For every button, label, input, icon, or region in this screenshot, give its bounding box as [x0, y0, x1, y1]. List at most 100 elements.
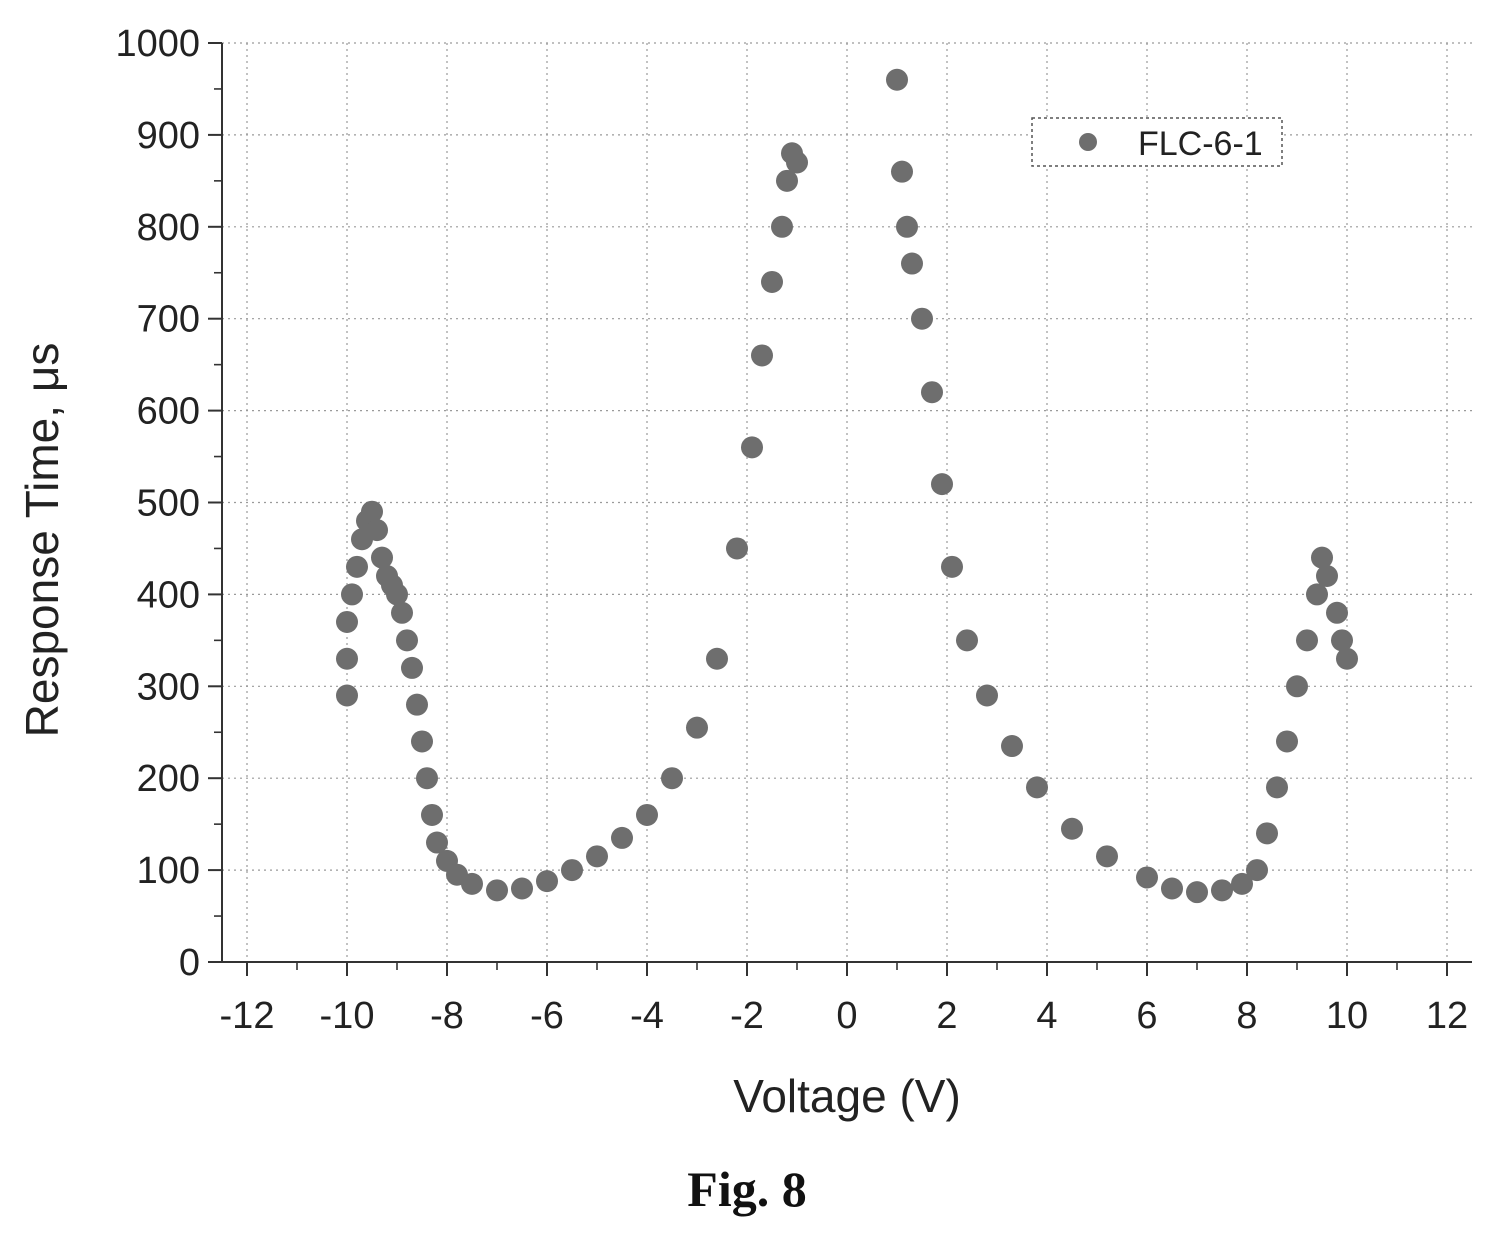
data-point [366, 519, 388, 542]
data-point [336, 647, 358, 670]
data-point [706, 647, 728, 670]
data-point [891, 160, 913, 183]
data-point [751, 344, 773, 367]
data-point [336, 684, 358, 707]
data-point [976, 684, 998, 707]
data-point [401, 656, 423, 679]
y-tick-label: 100 [137, 850, 200, 892]
x-tick-label: 12 [1426, 995, 1468, 1037]
data-point [1276, 730, 1298, 753]
data-point [336, 610, 358, 633]
data-point [586, 845, 608, 868]
data-point [1211, 879, 1233, 902]
data-point [1231, 872, 1253, 895]
data-point [1326, 601, 1348, 624]
data-point [1136, 866, 1158, 889]
data-point [931, 473, 953, 496]
data-point [886, 68, 908, 91]
y-tick-label: 300 [137, 666, 200, 708]
data-point [426, 831, 448, 854]
data-point [1246, 859, 1268, 882]
ticks: -12 -10 -8 -6 -4 -2 0 2 4 6 8 10 12 0 100 200 300 400 500 6… [115, 23, 1468, 1037]
x-tick-label: 4 [1036, 995, 1057, 1037]
x-tick-label: -12 [220, 995, 275, 1037]
data-point [1266, 776, 1288, 799]
data-point [956, 629, 978, 652]
data-point [921, 381, 943, 404]
data-point [771, 215, 793, 238]
data-point [461, 872, 483, 895]
data-point [1306, 583, 1328, 606]
x-tick-label: 2 [936, 995, 957, 1037]
data-point [786, 151, 808, 174]
data-point [486, 879, 508, 902]
data-point [346, 555, 368, 578]
data-point [1316, 565, 1338, 588]
x-tick-label: 10 [1326, 995, 1368, 1037]
data-point [511, 877, 533, 900]
y-tick-label: 1000 [115, 23, 200, 65]
y-axis-title: Response Time, μs [16, 343, 68, 738]
x-tick-label: -8 [430, 995, 464, 1037]
y-tick-label: 200 [137, 758, 200, 800]
data-point [1331, 629, 1353, 652]
data-point [611, 826, 633, 849]
data-point [1286, 675, 1308, 698]
y-tick-label: 900 [137, 115, 200, 157]
data-point [761, 270, 783, 293]
y-tick-label: 0 [179, 942, 200, 984]
data-point [661, 767, 683, 790]
x-tick-label: 6 [1136, 995, 1157, 1037]
data-point [371, 546, 393, 569]
y-tick-label: 400 [137, 574, 200, 616]
legend-label-flc-6-1: FLC-6-1 [1138, 125, 1263, 163]
data-point [1161, 877, 1183, 900]
data-point [341, 583, 363, 606]
figure-caption: Fig. 8 [687, 1161, 807, 1217]
data-point [726, 537, 748, 560]
data-point [1336, 647, 1358, 670]
data-point [561, 859, 583, 882]
data-point [411, 730, 433, 753]
data-point [1096, 845, 1118, 868]
data-point [741, 436, 763, 459]
data-point [421, 803, 443, 826]
data-point [1001, 735, 1023, 758]
y-tick-label: 600 [137, 391, 200, 433]
data-point [1296, 629, 1318, 652]
data-point [1186, 881, 1208, 904]
x-tick-label: -2 [730, 995, 764, 1037]
data-point [896, 215, 918, 238]
data-point [941, 555, 963, 578]
data-point [776, 169, 798, 192]
x-tick-label: -4 [630, 995, 664, 1037]
data-point [536, 870, 558, 893]
x-axis-title: Voltage (V) [733, 1070, 961, 1122]
data-points [336, 68, 1358, 904]
x-tick-label: 0 [836, 995, 857, 1037]
y-tick-label: 700 [137, 299, 200, 341]
data-point [911, 307, 933, 330]
data-point [901, 252, 923, 275]
x-tick-label: -6 [530, 995, 564, 1037]
data-point [386, 583, 408, 606]
legend-marker [1079, 133, 1097, 151]
response-time-chart: -12 -10 -8 -6 -4 -2 0 2 4 6 8 10 12 0 100 200 300 400 500 6… [16, 23, 1472, 1122]
legend-box [1031, 117, 1283, 167]
data-point [686, 716, 708, 739]
x-tick-label: 8 [1236, 995, 1257, 1037]
data-point [361, 500, 383, 523]
data-point [1256, 822, 1278, 845]
y-tick-label: 500 [137, 483, 200, 525]
data-point [391, 601, 413, 624]
grid [222, 42, 1472, 962]
data-point [636, 803, 658, 826]
y-tick-label: 800 [137, 207, 200, 249]
data-point [1311, 546, 1333, 569]
data-point [406, 693, 428, 716]
legend: FLC-6-1 [1031, 117, 1283, 167]
data-point [1061, 817, 1083, 840]
data-point [396, 629, 418, 652]
data-point [416, 767, 438, 790]
